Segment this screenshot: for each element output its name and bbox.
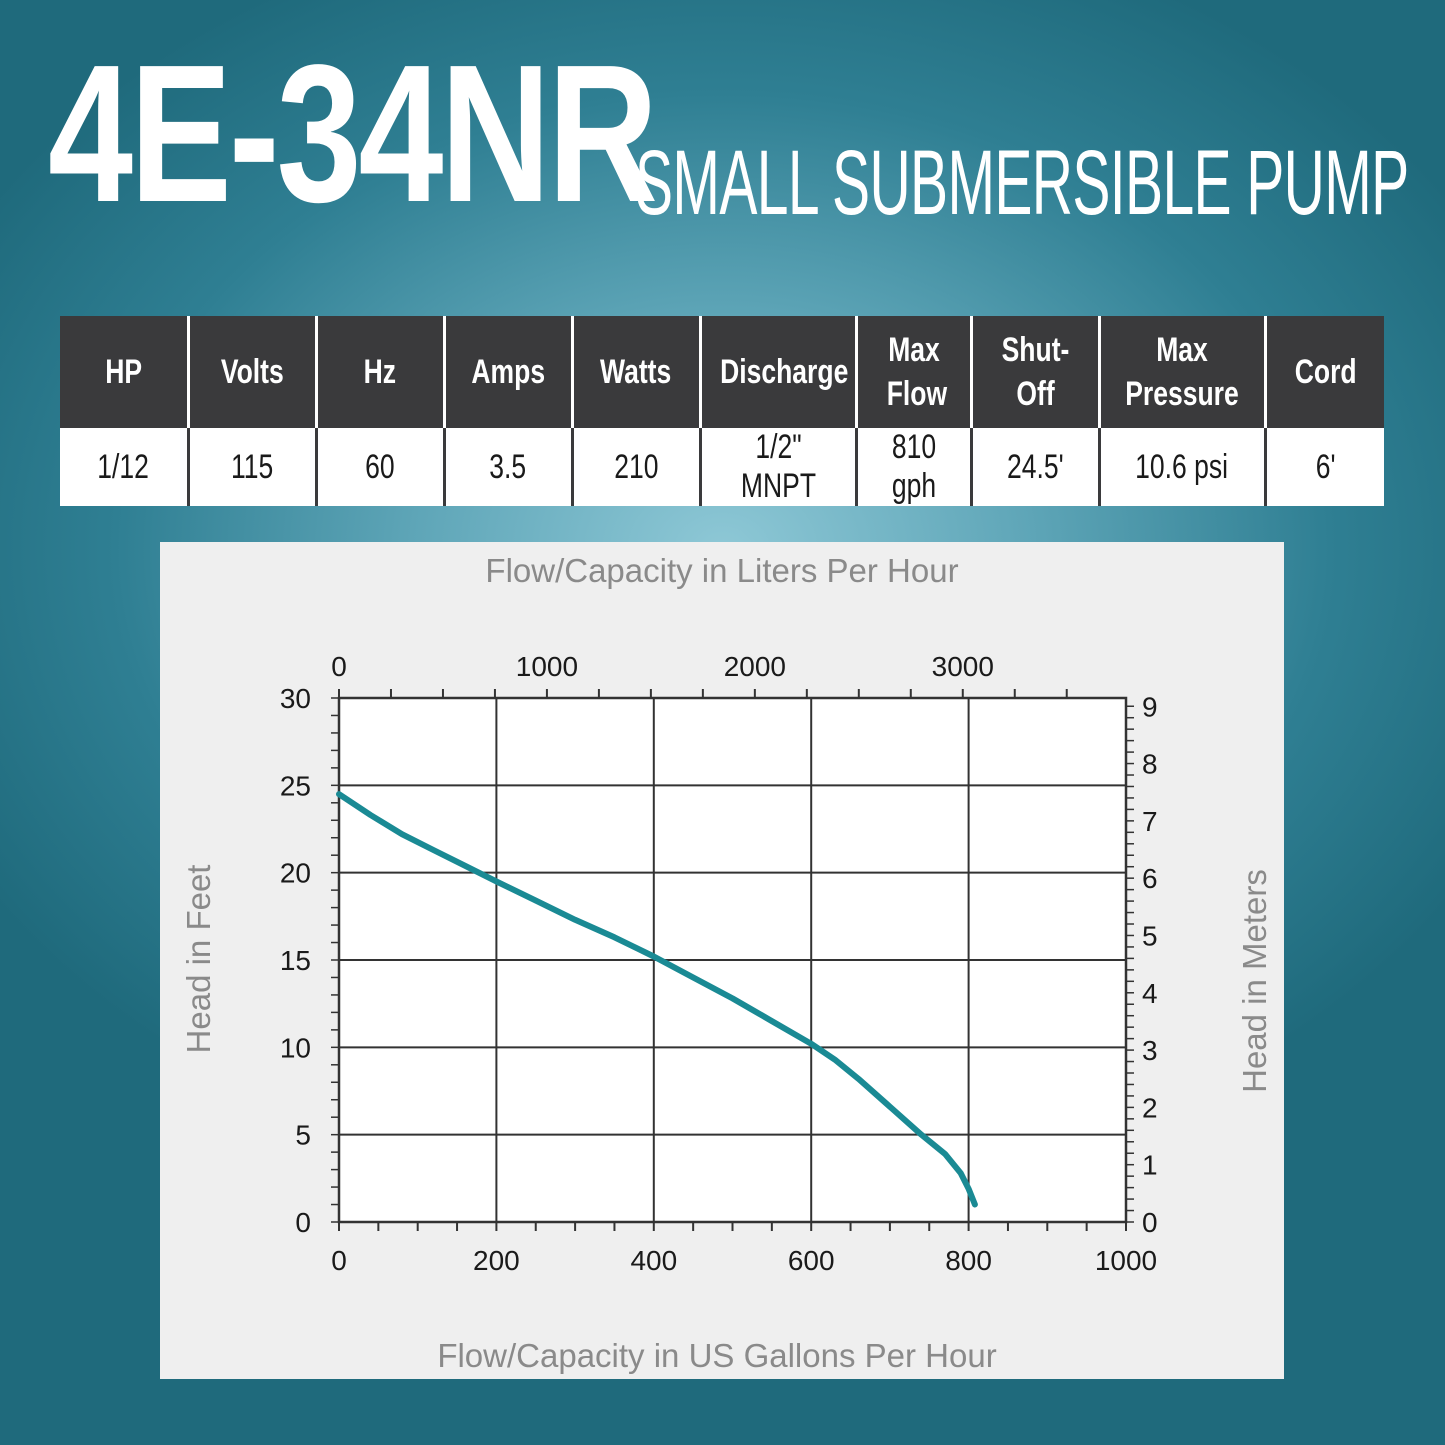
spec-table: HP Volts Hz Amps Watts Discharge Max Flo… (60, 316, 1384, 506)
spec-header-watts: Watts (572, 316, 702, 428)
x-tick-label: 1000 (1095, 1245, 1157, 1276)
spec-value-cord: 6' (1265, 428, 1384, 506)
spec-value-discharge: 1/2" MNPT (700, 428, 858, 506)
spec-header-amps: Amps (444, 316, 574, 428)
y-tick-label: 10 (280, 1032, 311, 1063)
title-block: 4E-34NR (48, 36, 826, 232)
y-axis-title: Head in Feet (180, 865, 217, 1054)
y2-tick-label: 2 (1142, 1092, 1158, 1123)
spec-header-discharge: Discharge (700, 316, 858, 428)
spec-header-volts: Volts (188, 316, 318, 428)
x-tick-label: 200 (473, 1245, 520, 1276)
spec-header-cord: Cord (1265, 316, 1384, 428)
x2-tick-label: 2000 (724, 651, 786, 682)
spec-header-shut-off: Shut-Off (971, 316, 1101, 428)
y-tick-label: 25 (280, 770, 311, 801)
pump-curve-line (336, 791, 978, 1208)
x2-tick-label: 3000 (932, 651, 994, 682)
y2-tick-label: 0 (1142, 1207, 1158, 1238)
y-tick-label: 15 (280, 945, 311, 976)
y-tick-label: 20 (280, 858, 311, 889)
y2-tick-label: 8 (1142, 749, 1158, 780)
x-tick-label: 0 (331, 1245, 347, 1276)
x2-tick-label: 0 (331, 651, 347, 682)
spec-value-hp: 1/12 (60, 428, 190, 506)
spec-header-hp: HP (60, 316, 190, 428)
spec-value-amps: 3.5 (444, 428, 574, 506)
y2-tick-label: 5 (1142, 920, 1158, 951)
x-tick-label: 800 (945, 1245, 992, 1276)
spec-value-shut-off: 24.5' (971, 428, 1101, 506)
y2-tick-label: 6 (1142, 863, 1158, 894)
y-tick-label: 30 (280, 683, 311, 714)
spec-value-max-flow: 810 gph (856, 428, 973, 506)
y2-tick-label: 9 (1142, 691, 1158, 722)
x-tick-label: 600 (788, 1245, 835, 1276)
y-tick-label: 0 (295, 1207, 311, 1238)
y2-tick-label: 7 (1142, 806, 1158, 837)
chart-svg: Flow/Capacity in Liters Per Hour Flow/Ca… (180, 552, 1273, 1374)
model-number: 4E-34NR (48, 24, 658, 243)
y-tick-label: 5 (295, 1120, 311, 1151)
y2-tick-label: 4 (1142, 978, 1158, 1009)
product-subtitle: SMALL SUBMERSIBLE PUMP (635, 132, 1409, 234)
x-axis-title: Flow/Capacity in US Gallons Per Hour (437, 1337, 996, 1374)
pump-curve-chart: Flow/Capacity in Liters Per Hour Flow/Ca… (160, 542, 1284, 1379)
y2-tick-label: 1 (1142, 1150, 1158, 1181)
spec-value-volts: 115 (188, 428, 318, 506)
y2-tick-label: 3 (1142, 1035, 1158, 1066)
spec-header-max-pressure: Max Pressure (1099, 316, 1267, 428)
x2-tick-label: 1000 (516, 651, 578, 682)
spec-value-row: 1/12 115 60 3.5 210 1/2" MNPT 810 gph 24… (60, 428, 1384, 506)
spec-value-max-pressure: 10.6 psi (1099, 428, 1267, 506)
spec-header-max-flow: Max Flow (856, 316, 973, 428)
spec-header-row: HP Volts Hz Amps Watts Discharge Max Flo… (60, 316, 1384, 428)
x-tick-label: 400 (630, 1245, 677, 1276)
spec-value-watts: 210 (572, 428, 702, 506)
y2-axis-title: Head in Meters (1236, 869, 1273, 1093)
top-axis-title: Flow/Capacity in Liters Per Hour (485, 552, 958, 589)
spec-value-hz: 60 (316, 428, 446, 506)
spec-header-hz: Hz (316, 316, 446, 428)
